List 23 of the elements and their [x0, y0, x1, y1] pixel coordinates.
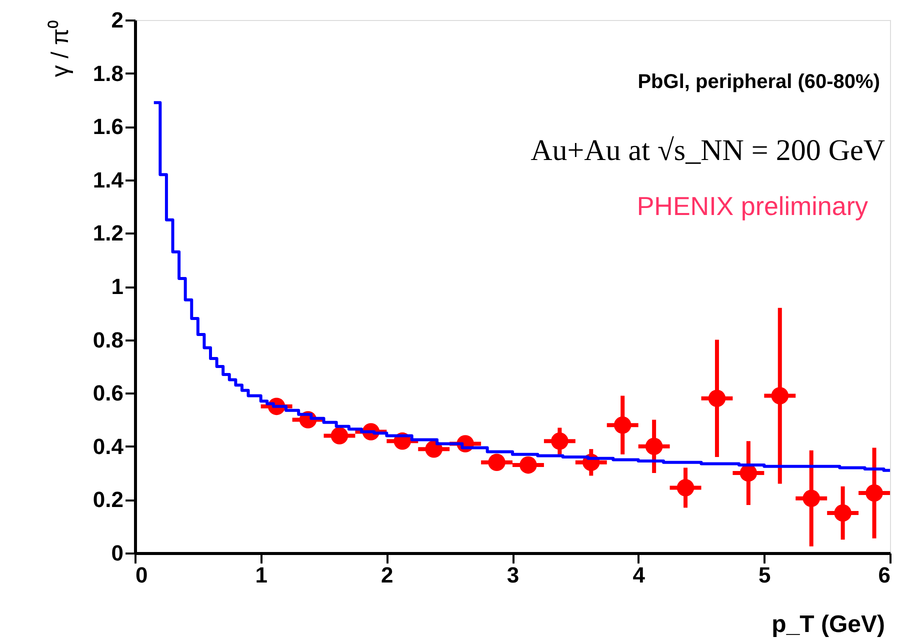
y-tick-label: 1.2 [92, 220, 124, 246]
x-tick-label: 5 [758, 562, 771, 588]
x-tick-label: 0 [136, 562, 148, 588]
y-tick-label: 1.4 [92, 167, 124, 192]
x-tick-label: 3 [506, 562, 520, 588]
y-tick-label: 0.8 [92, 327, 124, 352]
y-tick-label: 0.2 [92, 487, 124, 512]
x-tick-label: 2 [381, 562, 394, 588]
y-tick-label: 0 [111, 540, 124, 566]
x-tick-label: 4 [632, 562, 646, 588]
x-axis-title: p_T (GeV) [772, 611, 885, 638]
y-tick-label: 2 [111, 8, 124, 32]
annotation: PHENIX preliminary [636, 191, 868, 221]
y-tick-label: 1.8 [92, 60, 124, 86]
y-tick-label: 0.6 [92, 380, 124, 406]
x-tick-label: 1 [255, 562, 268, 588]
annotation: PbGl, peripheral (60-80%) [638, 71, 880, 93]
annotation: Au+Au at √s_NN = 200 GeV [530, 134, 886, 167]
y-tick-label: 1 [111, 274, 124, 299]
y-axis-title: γ / π⁰ [46, 20, 74, 78]
x-tick-label: 6 [878, 562, 890, 588]
y-tick-label: 0.4 [92, 434, 124, 459]
y-tick-label: 1.6 [92, 114, 124, 140]
